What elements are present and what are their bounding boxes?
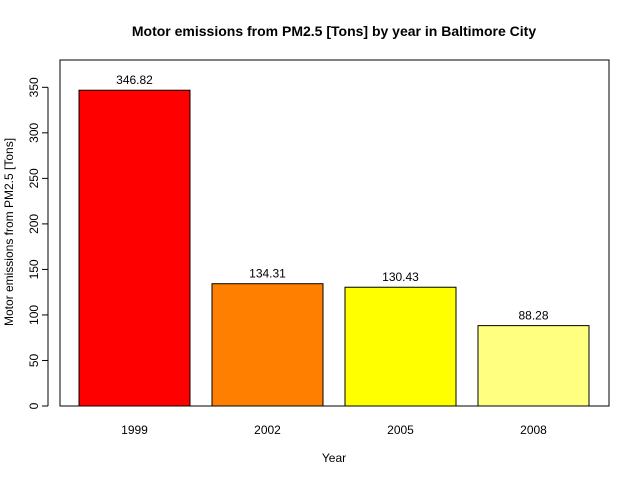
y-tick-label-200: 200	[27, 214, 41, 234]
x-tick-label-2005: 2005	[387, 423, 414, 437]
x-tick-label-1999: 1999	[121, 423, 148, 437]
data-label-2008: 88.28	[518, 309, 548, 323]
x-axis-label: Year	[322, 451, 346, 465]
y-tick-label-300: 300	[27, 123, 41, 143]
data-label-2002: 134.31	[249, 267, 286, 281]
chart-title: Motor emissions from PM2.5 [Tons] by yea…	[132, 23, 536, 39]
x-tick-labels: 1999 2002 2005 2008	[121, 423, 547, 437]
plot-frame	[59, 59, 610, 407]
x-tick-label-2002: 2002	[254, 423, 281, 437]
bars-group	[78, 89, 590, 407]
bar-2002	[211, 283, 324, 407]
data-label-1999: 346.82	[116, 73, 153, 87]
bar-2005	[344, 286, 457, 407]
y-tick-label-250: 250	[27, 168, 41, 188]
y-tick-label-0: 0	[27, 402, 41, 409]
y-tick-label-150: 150	[27, 259, 41, 279]
y-tick-label-350: 350	[27, 77, 41, 97]
data-label-2005: 130.43	[382, 270, 419, 284]
x-tick-label-2008: 2008	[520, 423, 547, 437]
bar-2008	[477, 325, 590, 407]
y-axis: 0 50 100 150 200 250 300 350	[27, 77, 49, 409]
bar-1999	[78, 89, 191, 407]
y-tick-label-50: 50	[27, 353, 41, 367]
y-axis-label: Motor emissions from PM2.5 [Tons]	[2, 138, 16, 326]
data-labels-group: 346.82 134.31 130.43 88.28	[116, 73, 549, 322]
y-tick-label-100: 100	[27, 305, 41, 325]
